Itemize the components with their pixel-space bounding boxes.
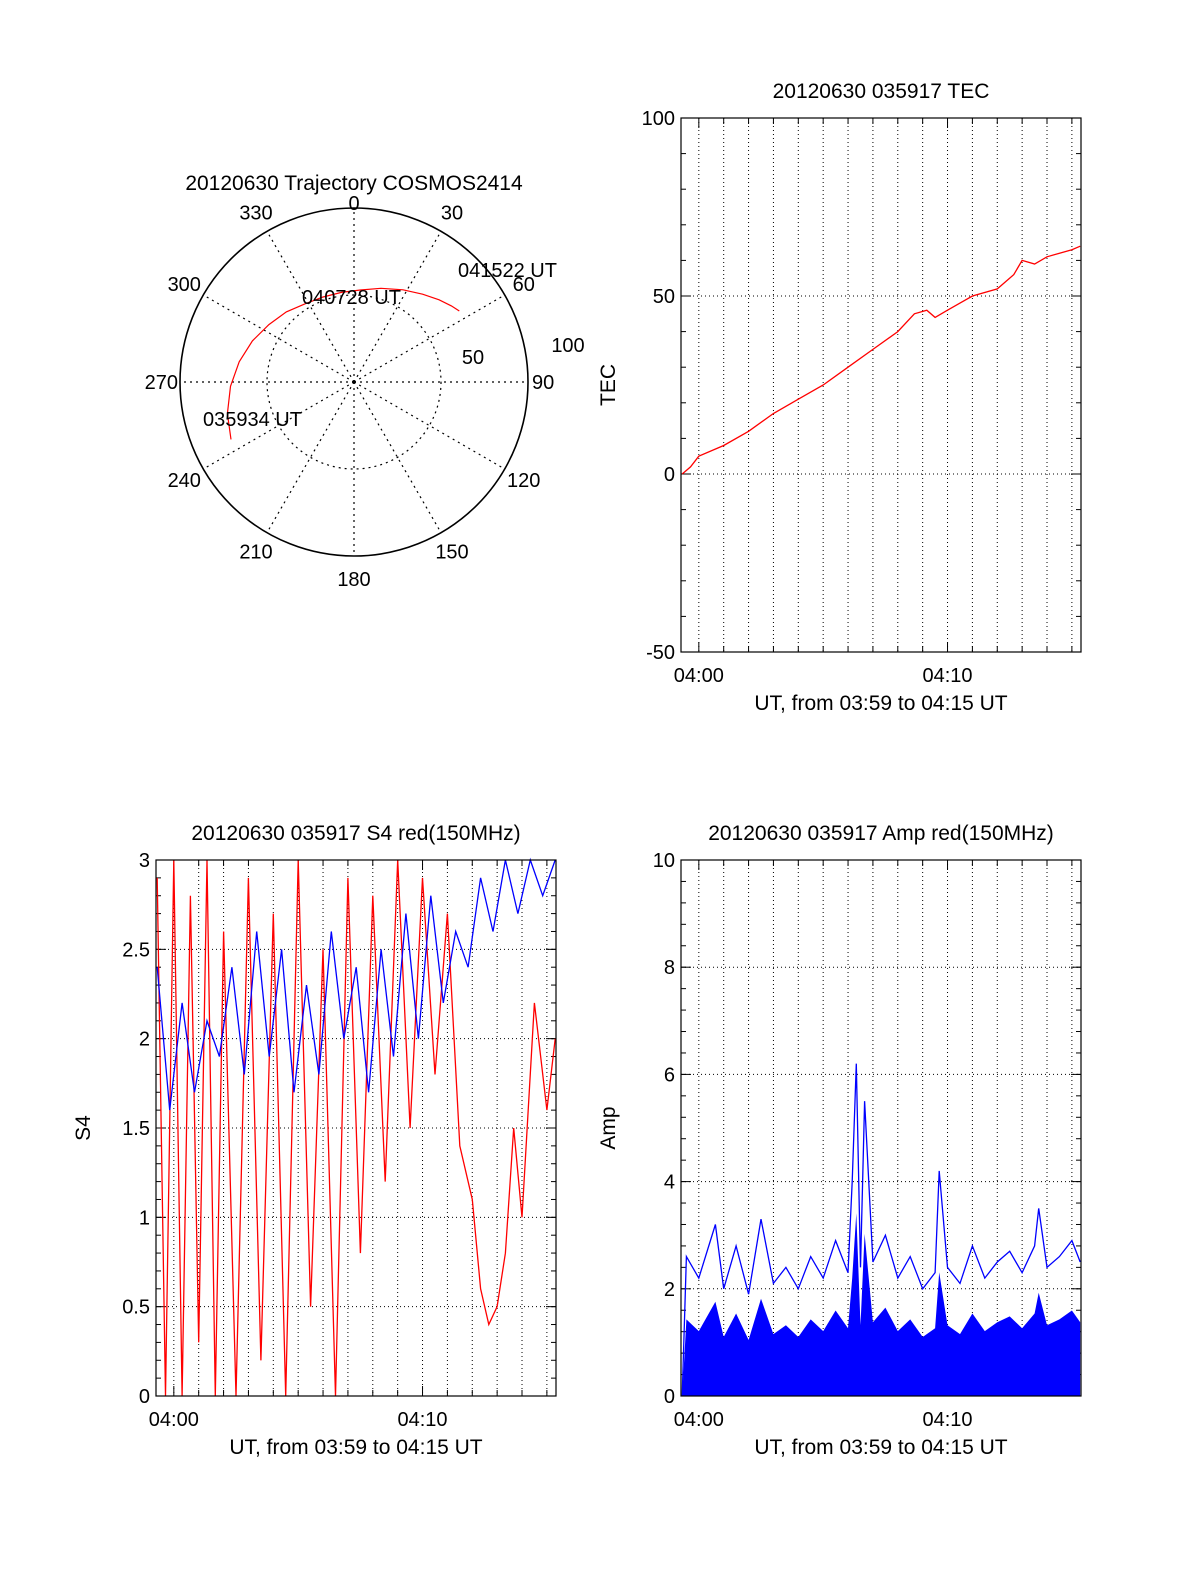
y-tick-label: 2.5 <box>122 939 150 961</box>
azimuth-label: 210 <box>239 542 272 564</box>
series-line <box>156 859 556 1397</box>
tec-chart: -50 0 50 100 04:00 04:10 20120630 035917 TEC UT… <box>597 80 1082 715</box>
x-tick-label: 04:00 <box>149 1409 199 1431</box>
y-tick-label: 2 <box>664 1279 675 1301</box>
azimuth-label: 90 <box>532 372 554 394</box>
polar-grid-circle <box>266 294 442 470</box>
polar-spoke <box>266 381 355 533</box>
polar-spoke <box>353 231 442 383</box>
plot-frame <box>680 859 1082 1397</box>
plot-frame <box>680 117 1082 653</box>
amp-chart: 0 2 4 6 8 10 04:00 04:10 20120630 035917 Amp red… <box>597 822 1082 1459</box>
y-tick-label: 1.5 <box>122 1118 150 1140</box>
y-axis-label: Amp <box>597 1106 620 1149</box>
y-tick-label: 0.5 <box>122 1297 150 1319</box>
azimuth-label: 120 <box>507 470 540 492</box>
y-tick-label: 0 <box>664 1386 675 1408</box>
x-tick-label: 04:00 <box>674 1409 724 1431</box>
x-axis-label: UT, from 03:59 to 04:15 UT <box>229 1436 482 1459</box>
y-tick-label: 1 <box>139 1207 150 1229</box>
series-line <box>681 1063 1081 1397</box>
polar-spoke <box>266 231 355 383</box>
series-line <box>156 857 556 1111</box>
azimuth-label: 300 <box>168 274 201 296</box>
y-axis-label: TEC <box>597 364 620 406</box>
y-tick-label: 0 <box>664 464 675 486</box>
y-tick-label: 100 <box>642 108 675 130</box>
azimuth-label: 0 <box>348 193 359 215</box>
y-tick-label: 8 <box>664 957 675 979</box>
trajectory-annotation: 041522 UT <box>458 260 557 282</box>
azimuth-label: 330 <box>239 202 272 224</box>
y-tick-label: 4 <box>664 1172 675 1194</box>
s4-chart: 0 0.5 1 1.5 2 2.5 3 04:00 04:10 20120630 035917 S… <box>72 822 557 1459</box>
polar-spoke <box>203 294 355 383</box>
trajectory-annotation: 035934 UT <box>203 409 302 431</box>
y-tick-label: 6 <box>664 1064 675 1086</box>
trajectory-line <box>226 287 460 440</box>
x-tick-label: 04:10 <box>922 665 972 687</box>
x-axis-label: UT, from 03:59 to 04:15 UT <box>754 692 1007 715</box>
polar-spoke <box>353 294 505 383</box>
y-tick-label: 10 <box>653 850 675 872</box>
series-line <box>681 245 1081 475</box>
azimuth-label: 240 <box>168 470 201 492</box>
x-tick-label: 04:10 <box>922 1409 972 1431</box>
chart-title: 20120630 035917 Amp red(150MHz) <box>708 822 1054 845</box>
chart-title: 20120630 035917 TEC <box>773 80 990 103</box>
azimuth-label: 60 <box>513 274 535 296</box>
polar-title: 20120630 Trajectory COSMOS2414 <box>185 172 523 195</box>
y-axis-label: S4 <box>72 1115 95 1141</box>
chart-title: 20120630 035917 S4 red(150MHz) <box>191 822 520 845</box>
azimuth-label: 30 <box>441 202 463 224</box>
polar-outer-circle <box>179 207 529 557</box>
plot-frame <box>155 859 557 1397</box>
series-area <box>682 1213 1081 1396</box>
radial-label: 100 <box>551 335 584 357</box>
y-tick-label: 0 <box>139 1386 150 1408</box>
x-tick-label: 04:10 <box>397 1409 447 1431</box>
y-tick-label: 3 <box>139 850 150 872</box>
x-axis-label: UT, from 03:59 to 04:15 UT <box>754 1436 1007 1459</box>
x-tick-label: 04:00 <box>674 665 724 687</box>
azimuth-label: 270 <box>145 372 178 394</box>
polar-spoke <box>203 381 355 470</box>
polar-spoke <box>353 381 442 533</box>
azimuth-label: 150 <box>435 542 468 564</box>
polar-spoke <box>353 381 505 470</box>
y-tick-label: 2 <box>139 1029 150 1051</box>
azimuth-label: 180 <box>337 569 370 591</box>
radial-label: 50 <box>462 347 484 369</box>
y-tick-label: -50 <box>646 642 675 664</box>
y-tick-label: 50 <box>653 286 675 308</box>
trajectory-annotation: 040728 UT <box>302 287 401 309</box>
